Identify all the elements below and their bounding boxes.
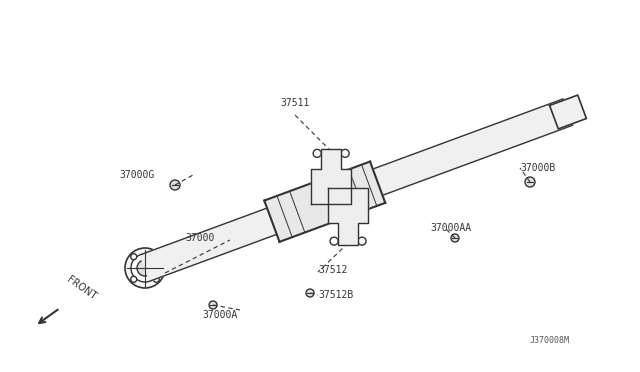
Text: 37000G: 37000G xyxy=(120,170,155,180)
Circle shape xyxy=(209,301,217,309)
Circle shape xyxy=(330,237,338,245)
Text: J370008M: J370008M xyxy=(530,336,570,345)
Polygon shape xyxy=(264,161,385,242)
Circle shape xyxy=(525,177,535,187)
Circle shape xyxy=(170,180,180,190)
Circle shape xyxy=(154,276,159,282)
Ellipse shape xyxy=(131,254,159,282)
Text: FRONT: FRONT xyxy=(65,275,98,302)
Circle shape xyxy=(313,150,321,157)
Circle shape xyxy=(341,150,349,157)
Circle shape xyxy=(306,289,314,297)
Circle shape xyxy=(451,234,459,242)
Circle shape xyxy=(556,106,561,111)
Text: 37000A: 37000A xyxy=(202,310,237,320)
Ellipse shape xyxy=(137,260,153,276)
Polygon shape xyxy=(328,188,368,245)
Text: 37512: 37512 xyxy=(318,265,348,275)
Text: 37000B: 37000B xyxy=(520,163,556,173)
Polygon shape xyxy=(550,95,586,129)
Ellipse shape xyxy=(125,248,165,288)
Circle shape xyxy=(131,276,137,282)
Circle shape xyxy=(358,237,366,245)
Circle shape xyxy=(561,119,565,124)
Circle shape xyxy=(575,113,580,118)
Text: 37511: 37511 xyxy=(280,98,310,108)
Polygon shape xyxy=(311,150,351,204)
Circle shape xyxy=(131,254,137,260)
Polygon shape xyxy=(140,99,573,281)
Text: 37512B: 37512B xyxy=(318,290,353,300)
Circle shape xyxy=(154,254,159,260)
Text: 37000AA: 37000AA xyxy=(430,223,471,233)
Text: 37000: 37000 xyxy=(186,233,215,243)
Circle shape xyxy=(571,100,575,105)
